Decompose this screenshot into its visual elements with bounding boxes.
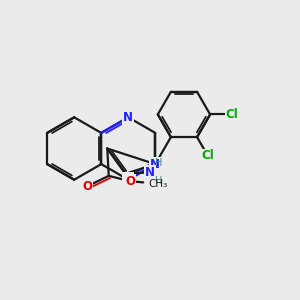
Text: N: N bbox=[145, 166, 155, 179]
Text: Cl: Cl bbox=[225, 108, 238, 121]
Text: O: O bbox=[82, 180, 92, 193]
Text: Cl: Cl bbox=[201, 149, 214, 162]
Text: N: N bbox=[123, 173, 133, 186]
Text: N: N bbox=[123, 111, 133, 124]
Text: N: N bbox=[150, 158, 160, 171]
Text: O: O bbox=[125, 175, 135, 188]
Text: H: H bbox=[155, 158, 163, 168]
Text: H: H bbox=[155, 176, 163, 186]
Text: CH₃: CH₃ bbox=[148, 178, 168, 189]
